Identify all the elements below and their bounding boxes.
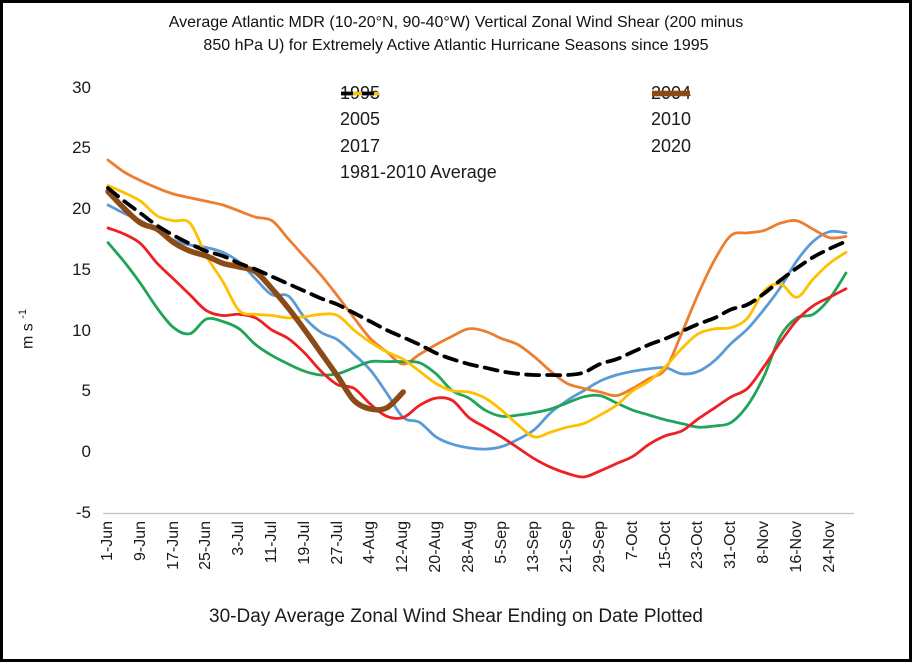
x-tick-7-oct: 7-Oct — [623, 521, 641, 561]
legend-item-2020: 2020 — [651, 90, 692, 160]
y-tick--5: -5 — [75, 502, 91, 522]
x-tick-25-jun: 25-Jun — [197, 521, 215, 570]
x-tick-20-aug: 20-Aug — [427, 521, 444, 573]
legend-item-1981-2010-average: 1981-2010 Average — [340, 91, 497, 187]
legend-label-2017: 2017 — [340, 135, 381, 156]
legend-label-2005: 2005 — [340, 109, 381, 130]
x-tick-12-aug: 12-Aug — [394, 521, 412, 573]
y-tick-30: 30 — [72, 77, 91, 97]
y-tick-10: 10 — [72, 320, 91, 340]
series-line-2010 — [106, 226, 848, 479]
x-tick-13-sep: 13-Sep — [525, 521, 543, 573]
x-tick-5-sep: 5-Sep — [492, 521, 510, 564]
legend-column-2: 200420102020 — [651, 80, 691, 160]
legend-swatch-2020 — [652, 90, 690, 97]
legend-label-2020: 2020 — [651, 135, 692, 156]
x-tick-28-aug: 28-Aug — [459, 521, 477, 573]
x-tick-23-oct: 23-Oct — [689, 521, 707, 570]
series-line-1981-2010-average — [106, 186, 848, 378]
series-line-1995 — [106, 203, 848, 451]
x-tick-4-aug: 4-Aug — [361, 521, 379, 564]
chart-title-line1: Average Atlantic MDR (10-20°N, 90-40°W) … — [168, 14, 744, 31]
series-line-2020 — [105, 188, 406, 413]
y-tick-5: 5 — [81, 381, 91, 401]
legend-column-1: 1995 2005 2017 1981-2010 Average — [340, 80, 497, 186]
legend-label-1981-2010-average: 1981-2010 Average — [340, 162, 497, 183]
x-tick-11-jul: 11-Jul — [263, 521, 280, 564]
legend-item-2010: 2010 — [651, 91, 692, 134]
x-tick-8-nov: 8-Nov — [755, 521, 772, 564]
x-tick-27-jul: 27-Jul — [328, 521, 346, 565]
chart-title-line2: 850 hPa U) for Extremely Active Atlantic… — [203, 37, 709, 54]
x-tick-1-jun: 1-Jun — [99, 521, 116, 562]
x-tick-19-jul: 19-Jul — [295, 521, 313, 565]
x-tick-29-sep: 29-Sep — [591, 521, 608, 573]
series-line-2005 — [106, 241, 848, 429]
x-tick-24-nov: 24-Nov — [820, 521, 838, 573]
x-tick-17-jun: 17-Jun — [164, 521, 182, 570]
series-line-2004 — [106, 158, 848, 398]
y-tick-20: 20 — [72, 199, 91, 219]
x-axis-title: 30-Day Average Zonal Wind Shear Ending o… — [209, 606, 703, 627]
plot-area — [103, 158, 854, 515]
y-tick-15: 15 — [72, 259, 91, 279]
chart-title: Average Atlantic MDR (10-20°N, 90-40°W) … — [3, 11, 909, 57]
x-tick-3-jul: 3-Jul — [230, 521, 248, 556]
x-tick-9-jun: 9-Jun — [131, 521, 149, 562]
x-tick-16-nov: 16-Nov — [787, 521, 805, 573]
legend-label-2010: 2010 — [651, 109, 692, 130]
y-tick-25: 25 — [72, 138, 91, 158]
legend-swatch-1981-2010-average — [341, 91, 379, 96]
legend-item-2017: 2017 — [340, 91, 497, 160]
y-tick-0: 0 — [81, 442, 91, 461]
x-tick-15-oct: 15-Oct — [656, 521, 674, 570]
legend-item-2005: 2005 — [340, 91, 497, 134]
series-line-2017 — [106, 184, 848, 439]
x-tick-21-sep: 21-Sep — [558, 521, 576, 573]
x-tick-31-oct: 31-Oct — [722, 521, 740, 570]
